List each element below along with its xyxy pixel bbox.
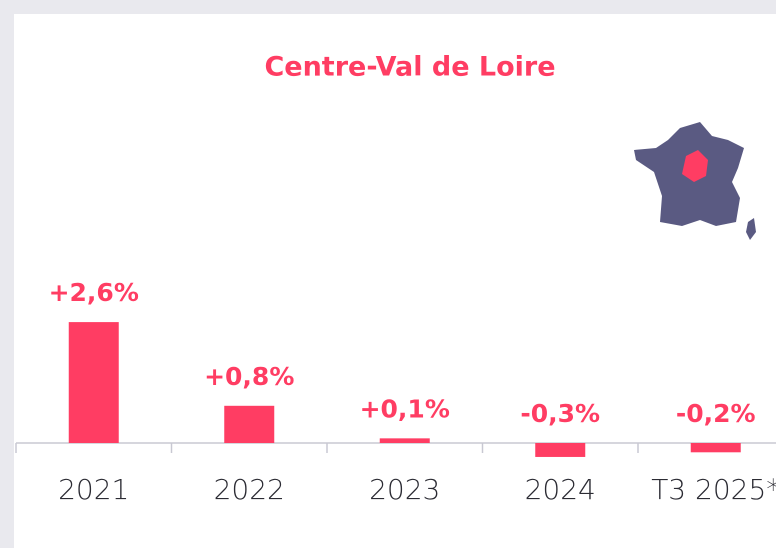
value-label: +0,1% bbox=[360, 394, 450, 423]
bar bbox=[224, 405, 275, 443]
value-label: -0,2% bbox=[676, 399, 756, 428]
value-label: +0,8% bbox=[204, 362, 294, 391]
value-label: -0,3% bbox=[520, 399, 600, 428]
bar bbox=[690, 443, 741, 453]
chart-title: Centre-Val de Loire bbox=[264, 52, 555, 83]
france-map bbox=[634, 122, 756, 240]
bar bbox=[68, 322, 119, 443]
value-label: +2,6% bbox=[49, 278, 139, 307]
x-tick-label: T3 2025* bbox=[651, 473, 776, 506]
x-tick-label: 2024 bbox=[525, 473, 596, 506]
x-tick-label: 2022 bbox=[214, 473, 285, 506]
bar bbox=[535, 443, 586, 457]
bar bbox=[379, 438, 430, 443]
x-tick-label: 2021 bbox=[58, 473, 129, 506]
panel bbox=[14, 14, 776, 548]
x-tick-label: 2023 bbox=[369, 473, 440, 506]
